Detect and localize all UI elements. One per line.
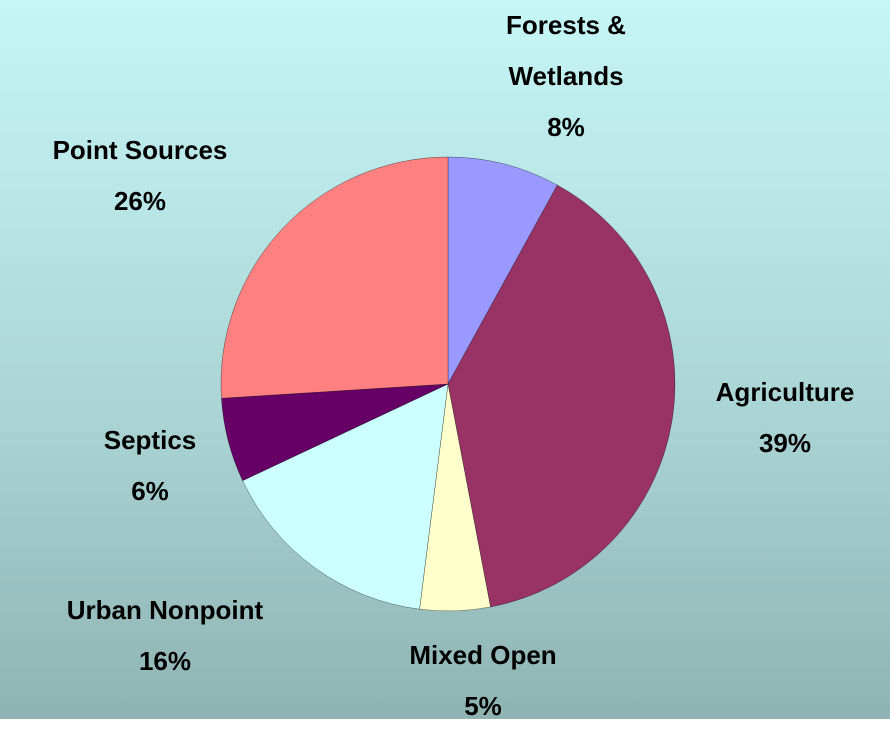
category-label: Point Sources [52, 135, 228, 165]
pie-slice [220, 156, 449, 399]
pie-slice [447, 156, 558, 385]
slice-label: Septics 6% [50, 415, 250, 517]
slice-label: Forests & Wetlands 8% [466, 0, 666, 153]
category-label: Mixed Open [409, 640, 557, 670]
value-label: 5% [464, 691, 502, 721]
value-label: 8% [547, 112, 585, 142]
slice-label: Urban Nonpoint 16% [35, 585, 295, 687]
pie-slice [447, 184, 676, 608]
pie-slice [242, 383, 449, 610]
category-label: Urban Nonpoint [66, 595, 264, 625]
value-label: 6% [131, 476, 169, 506]
value-label: 16% [138, 646, 192, 676]
category-label: Agriculture [715, 377, 855, 407]
slice-label: Point Sources 26% [0, 125, 280, 227]
value-label: 39% [758, 428, 812, 458]
slice-label: Agriculture 39% [675, 367, 890, 469]
category-label: Forests & Wetlands [506, 10, 626, 91]
value-label: 26% [113, 186, 167, 216]
category-label: Septics [103, 425, 197, 455]
slice-label: Mixed Open 5% [363, 630, 603, 732]
